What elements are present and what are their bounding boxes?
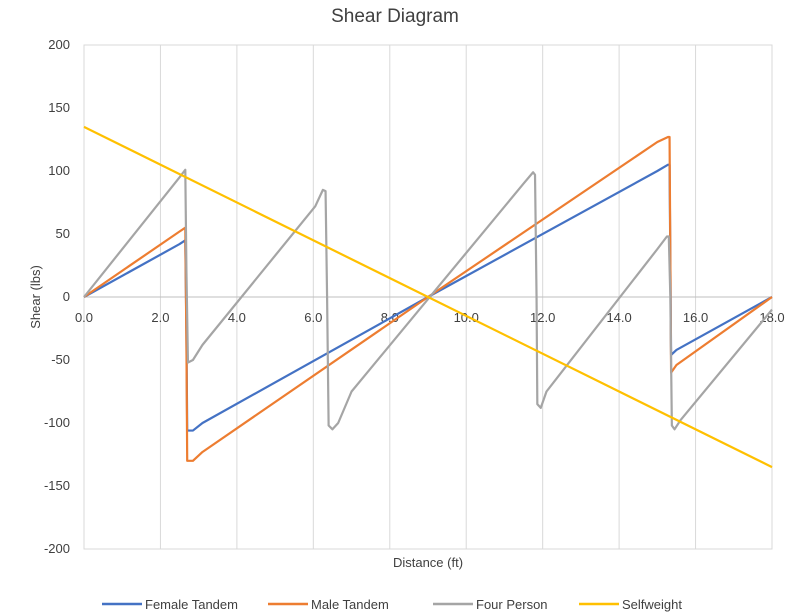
y-tick-label: 0 (63, 289, 70, 304)
x-tick-label: 0.0 (75, 310, 93, 325)
y-tick-label: 50 (56, 226, 70, 241)
legend: Female Tandem Male Tandem Four Person Selfw… (102, 597, 682, 612)
y-tick-labels: -200 -150 -100 -50 0 50 100 150 200 (44, 37, 70, 556)
series-lines (83, 125, 773, 469)
x-tick-label: 4.0 (228, 310, 246, 325)
legend-item: Male Tandem (268, 597, 389, 612)
x-tick-label: 16.0 (683, 310, 708, 325)
legend-item: Female Tandem (102, 597, 238, 612)
legend-item: Four Person (433, 597, 548, 612)
legend-label: Selfweight (622, 597, 682, 612)
chart-title: Shear Diagram (331, 6, 459, 27)
x-tick-label: 6.0 (304, 310, 322, 325)
legend-item: Selfweight (579, 597, 682, 612)
series-line-four-person (83, 168, 773, 431)
y-axis-label: Shear (lbs) (28, 265, 43, 329)
x-tick-label: 14.0 (606, 310, 631, 325)
y-tick-label: 200 (48, 37, 70, 52)
y-tick-label: 150 (48, 100, 70, 115)
y-tick-label: -200 (44, 541, 70, 556)
legend-label: Male Tandem (311, 597, 389, 612)
x-tick-label: 18.0 (759, 310, 784, 325)
legend-label: Four Person (476, 597, 548, 612)
x-tick-label: 2.0 (151, 310, 169, 325)
y-tick-label: -100 (44, 415, 70, 430)
y-tick-label: -50 (51, 352, 70, 367)
x-tick-label: 12.0 (530, 310, 555, 325)
x-axis-label: Distance (ft) (393, 555, 463, 570)
y-tick-label: -150 (44, 478, 70, 493)
y-tick-label: 100 (48, 163, 70, 178)
series-line-selfweight (83, 125, 773, 469)
x-tick-labels: 0.0 2.0 4.0 6.0 8.0 10.0 12.0 14.0 16.0 18.0 (75, 310, 785, 325)
legend-label: Female Tandem (145, 597, 238, 612)
